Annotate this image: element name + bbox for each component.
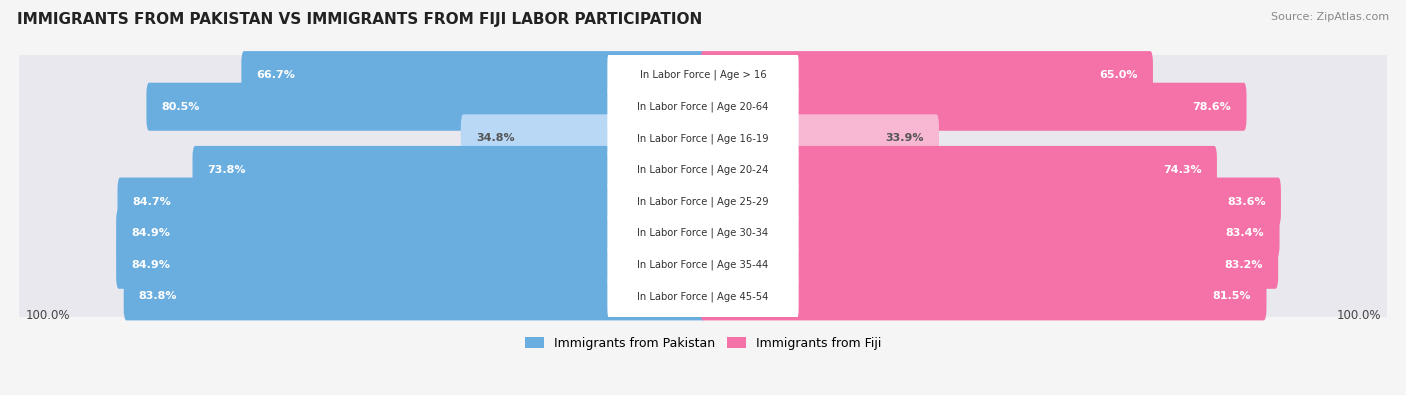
Text: 81.5%: 81.5% (1213, 292, 1251, 301)
Text: 66.7%: 66.7% (256, 70, 295, 80)
FancyBboxPatch shape (20, 47, 1386, 103)
Text: In Labor Force | Age 20-24: In Labor Force | Age 20-24 (637, 165, 769, 175)
FancyBboxPatch shape (700, 114, 939, 162)
FancyBboxPatch shape (117, 209, 706, 257)
FancyBboxPatch shape (700, 146, 1218, 194)
Text: 83.6%: 83.6% (1227, 197, 1265, 207)
FancyBboxPatch shape (242, 51, 706, 99)
FancyBboxPatch shape (118, 177, 706, 226)
FancyBboxPatch shape (20, 268, 1386, 325)
FancyBboxPatch shape (607, 273, 799, 320)
FancyBboxPatch shape (700, 209, 1279, 257)
Text: In Labor Force | Age 45-54: In Labor Force | Age 45-54 (637, 291, 769, 302)
Text: 83.8%: 83.8% (139, 292, 177, 301)
FancyBboxPatch shape (124, 273, 706, 320)
FancyBboxPatch shape (20, 110, 1386, 166)
Text: In Labor Force | Age 25-29: In Labor Force | Age 25-29 (637, 196, 769, 207)
FancyBboxPatch shape (607, 146, 799, 194)
Text: 84.9%: 84.9% (131, 260, 170, 270)
FancyBboxPatch shape (700, 83, 1247, 131)
Text: 34.8%: 34.8% (477, 134, 515, 143)
FancyBboxPatch shape (20, 205, 1386, 261)
Text: 33.9%: 33.9% (886, 134, 924, 143)
Text: 100.0%: 100.0% (1336, 309, 1381, 322)
FancyBboxPatch shape (146, 83, 706, 131)
Text: In Labor Force | Age > 16: In Labor Force | Age > 16 (640, 70, 766, 80)
FancyBboxPatch shape (20, 173, 1386, 229)
Text: 84.7%: 84.7% (132, 197, 172, 207)
FancyBboxPatch shape (700, 51, 1153, 99)
Text: IMMIGRANTS FROM PAKISTAN VS IMMIGRANTS FROM FIJI LABOR PARTICIPATION: IMMIGRANTS FROM PAKISTAN VS IMMIGRANTS F… (17, 12, 702, 27)
FancyBboxPatch shape (607, 114, 799, 162)
Text: 84.9%: 84.9% (131, 228, 170, 238)
Text: 80.5%: 80.5% (162, 102, 200, 112)
Text: In Labor Force | Age 16-19: In Labor Force | Age 16-19 (637, 133, 769, 144)
FancyBboxPatch shape (20, 237, 1386, 293)
FancyBboxPatch shape (700, 177, 1281, 226)
Text: 74.3%: 74.3% (1163, 165, 1202, 175)
Text: 78.6%: 78.6% (1192, 102, 1232, 112)
FancyBboxPatch shape (607, 177, 799, 226)
Text: 73.8%: 73.8% (208, 165, 246, 175)
FancyBboxPatch shape (607, 241, 799, 289)
Legend: Immigrants from Pakistan, Immigrants from Fiji: Immigrants from Pakistan, Immigrants fro… (524, 337, 882, 350)
Text: 83.2%: 83.2% (1225, 260, 1263, 270)
Text: 83.4%: 83.4% (1226, 228, 1264, 238)
FancyBboxPatch shape (607, 83, 799, 131)
Text: Source: ZipAtlas.com: Source: ZipAtlas.com (1271, 12, 1389, 22)
FancyBboxPatch shape (20, 79, 1386, 135)
FancyBboxPatch shape (117, 241, 706, 289)
Text: 100.0%: 100.0% (25, 309, 70, 322)
FancyBboxPatch shape (193, 146, 706, 194)
FancyBboxPatch shape (20, 142, 1386, 198)
Text: 65.0%: 65.0% (1099, 70, 1137, 80)
Text: In Labor Force | Age 30-34: In Labor Force | Age 30-34 (637, 228, 769, 239)
FancyBboxPatch shape (700, 273, 1267, 320)
Text: In Labor Force | Age 35-44: In Labor Force | Age 35-44 (637, 260, 769, 270)
FancyBboxPatch shape (461, 114, 706, 162)
FancyBboxPatch shape (607, 209, 799, 257)
FancyBboxPatch shape (700, 241, 1278, 289)
Text: In Labor Force | Age 20-64: In Labor Force | Age 20-64 (637, 102, 769, 112)
FancyBboxPatch shape (607, 51, 799, 99)
